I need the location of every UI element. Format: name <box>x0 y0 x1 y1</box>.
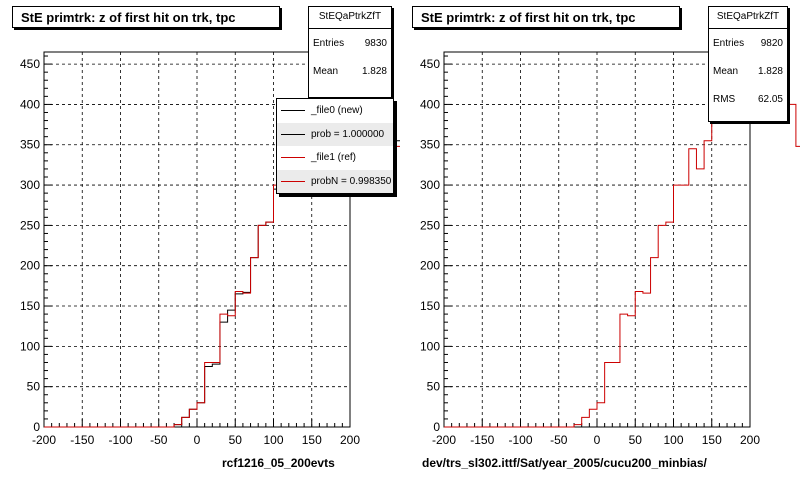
x-tick-label: 50 <box>629 433 643 447</box>
entries-label: Entries <box>313 37 345 49</box>
legend-item-prob: prob = 1.000000 <box>277 122 393 146</box>
legend-item-ref: _file1 (ref) <box>277 146 393 170</box>
rms-value: 62.05 <box>757 93 783 105</box>
y-tick-label: 100 <box>420 339 440 353</box>
y-tick-label: 350 <box>420 138 440 152</box>
mean-value: 1.828 <box>361 65 387 77</box>
y-tick-label: 450 <box>20 57 40 71</box>
x-tick-label: 100 <box>263 433 283 447</box>
legend-swatch-new <box>281 110 305 112</box>
y-tick-label: 200 <box>420 259 440 273</box>
entries-label: Entries <box>713 37 745 49</box>
right-histogram-chart: -200 -150 -100 -50 0 50 100 150 200 0 50 100 150 200 2… <box>420 51 800 447</box>
x-tick-label: 200 <box>340 433 360 447</box>
legend-label-prob: prob = 1.000000 <box>311 128 385 140</box>
chart-title: StE primtrk: z of first hit on trk, tpc <box>12 6 280 28</box>
rms-label: RMS <box>713 93 736 105</box>
y-tick-label: 200 <box>20 259 40 273</box>
legend-label-ref: _file1 (ref) <box>311 152 357 164</box>
x-tick-label: 0 <box>594 433 601 447</box>
y-tick-label: 300 <box>420 178 440 192</box>
y-tick-label: 100 <box>20 339 40 353</box>
x-tick-label: -150 <box>470 433 494 447</box>
y-tick-label: 0 <box>33 420 40 434</box>
y-tick-label: 150 <box>20 299 40 313</box>
legend-label-new: _file0 (new) <box>311 105 363 117</box>
y-tick-label: 350 <box>20 138 40 152</box>
right-histogram-panel: -200 -150 -100 -50 0 50 100 150 200 0 50 100 150 200 2… <box>400 0 800 480</box>
stats-name: StEQaPtrkZfT <box>709 7 787 29</box>
x-tick-label: -100 <box>508 433 532 447</box>
legend-swatch-probn <box>281 180 305 182</box>
chart-title: StE primtrk: z of first hit on trk, tpc <box>412 6 680 28</box>
entries-value: 9820 <box>760 37 783 49</box>
legend-box: _file0 (new) prob = 1.000000 _file1 (ref… <box>276 98 394 194</box>
x-tick-label: -150 <box>70 433 94 447</box>
x-tick-label: 150 <box>302 433 322 447</box>
x-tick-label: 150 <box>702 433 722 447</box>
legend-label-probn: probN = 0.998350 <box>311 175 392 187</box>
legend-swatch-prob <box>281 133 305 135</box>
x-tick-label: 0 <box>194 433 201 447</box>
legend-item-probn: probN = 0.998350 <box>277 169 393 193</box>
y-tick-label: 250 <box>420 218 440 232</box>
mean-label: Mean <box>713 65 739 77</box>
stats-box: StEQaPtrkZfT Entries 9820 Mean 1.828 RMS 62… <box>708 6 788 122</box>
x-tick-label: -50 <box>150 433 168 447</box>
y-tick-label: 250 <box>20 218 40 232</box>
y-tick-label: 150 <box>420 299 440 313</box>
y-tick-label: 450 <box>420 57 440 71</box>
y-tick-label: 50 <box>427 380 441 394</box>
footer-label: dev/trs_sl302.ittf/Sat/year_2005/cucu200… <box>422 456 707 470</box>
stats-name: StEQaPtrkZfT <box>309 7 391 29</box>
footer-label: rcf1216_05_200evts <box>222 456 335 470</box>
x-tick-label: -50 <box>550 433 568 447</box>
x-tick-label: 50 <box>229 433 243 447</box>
y-tick-label: 400 <box>420 97 440 111</box>
y-tick-label: 400 <box>20 97 40 111</box>
mean-value: 1.828 <box>757 65 783 77</box>
x-tick-label: 100 <box>663 433 683 447</box>
x-tick-label: -200 <box>432 433 456 447</box>
entries-value: 9830 <box>364 37 387 49</box>
y-tick-label: 300 <box>20 178 40 192</box>
y-tick-label: 0 <box>433 420 440 434</box>
x-tick-label: -200 <box>32 433 56 447</box>
mean-label: Mean <box>313 65 339 77</box>
legend-item-new: _file0 (new) <box>277 99 393 123</box>
left-histogram-panel: -200 -150 -100 -50 0 50 100 150 200 0 50 100 150 200 2… <box>12 6 400 470</box>
x-tick-label: -100 <box>108 433 132 447</box>
stats-box: StEQaPtrkZfT Entries 9830 Mean 1.828 <box>308 6 392 98</box>
y-tick-label: 50 <box>27 380 41 394</box>
legend-swatch-ref <box>281 157 305 159</box>
x-tick-label: 200 <box>740 433 760 447</box>
